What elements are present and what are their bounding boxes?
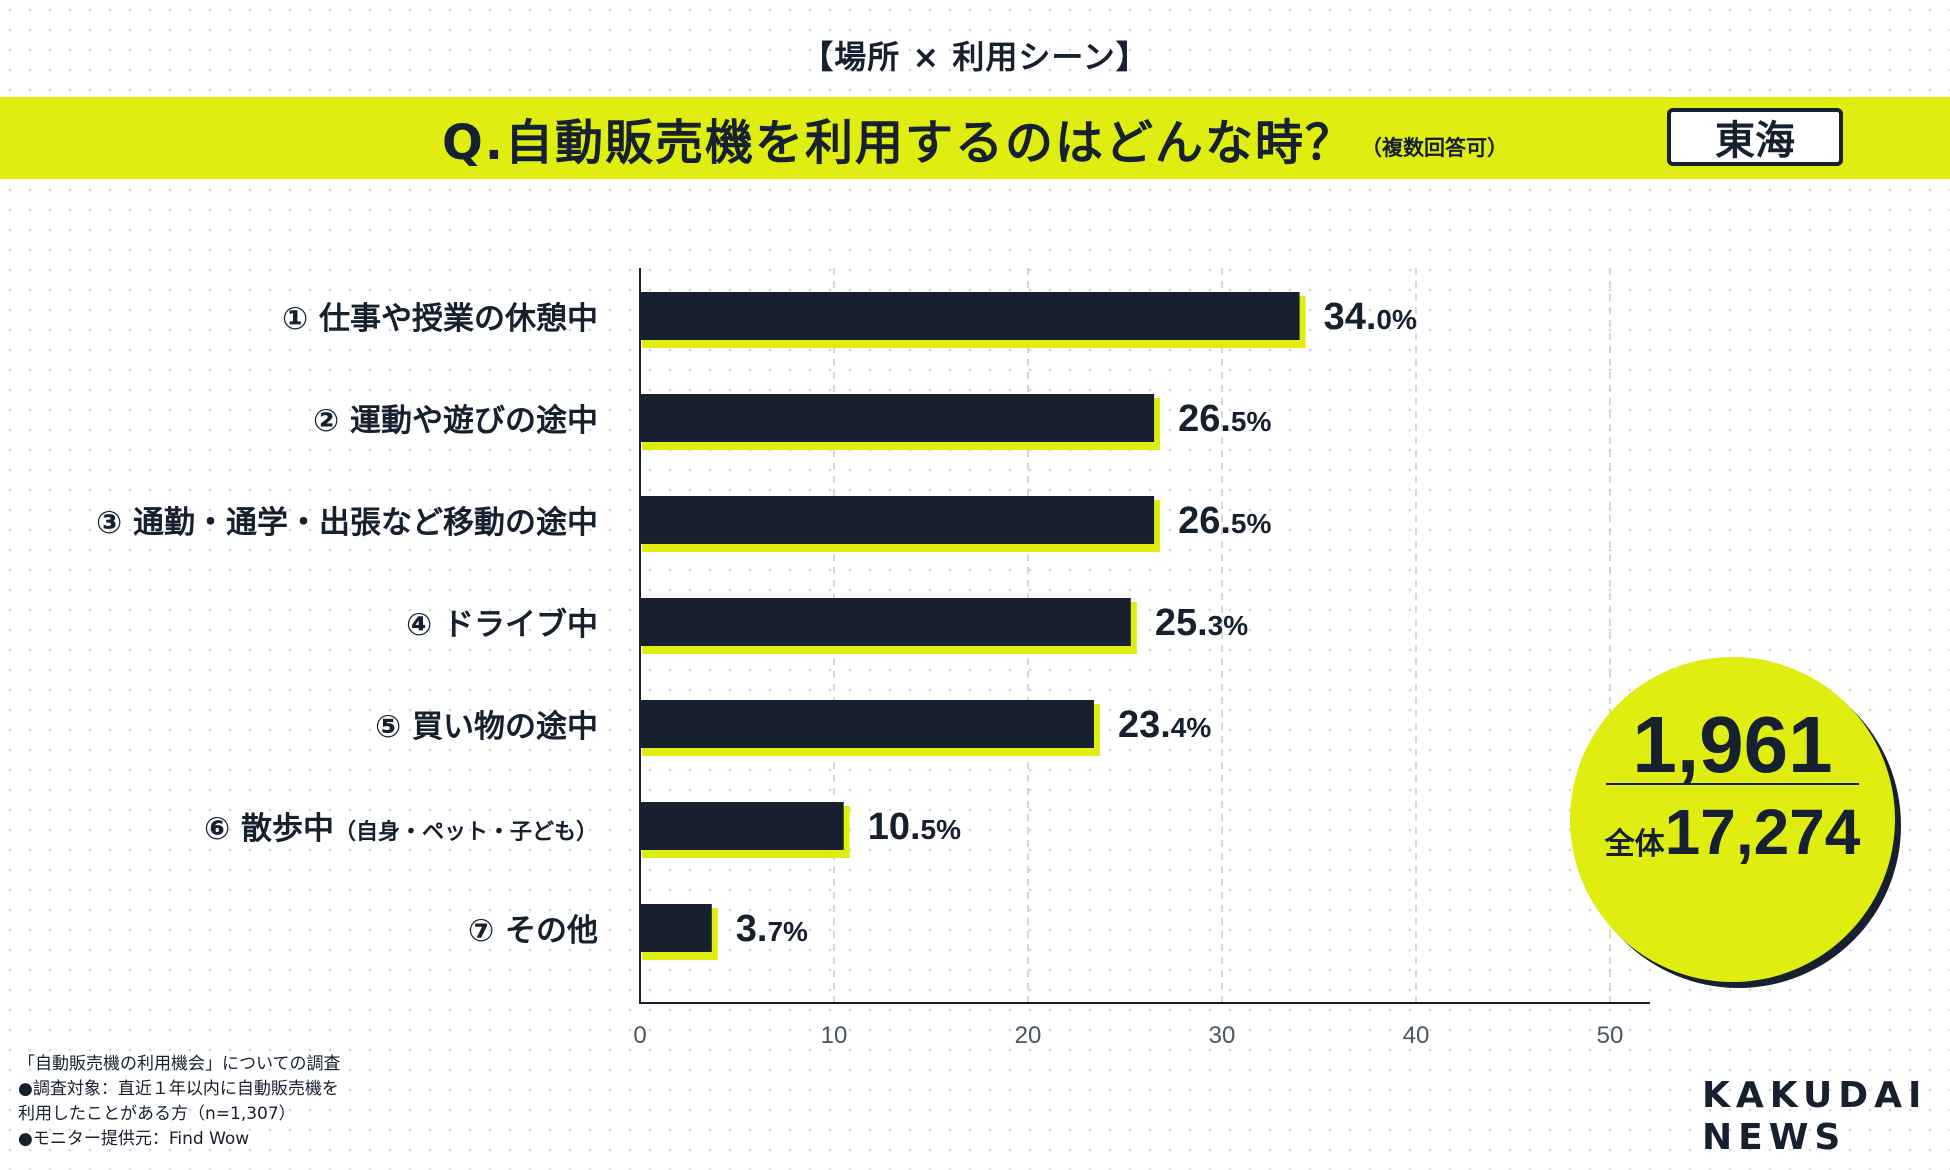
- badge-divider: [1606, 783, 1859, 785]
- x-tick-label: 0: [633, 1022, 646, 1049]
- category-label: ② 運動や遊びの途中: [313, 403, 598, 439]
- region-badge: 東海: [1667, 108, 1843, 166]
- question-title: Q.自動販売機を利用するのはどんな時？ （複数回答可）: [0, 97, 1950, 179]
- question-text: Q.自動販売機を利用するのはどんな時？: [441, 115, 1356, 171]
- value-label: 3.7%: [736, 908, 808, 950]
- footnote-line: ●モニター提供元：Find Wow: [18, 1129, 250, 1149]
- total-label: 全体: [1604, 827, 1665, 862]
- value-label: 23.4%: [1118, 704, 1211, 746]
- category-label: ① 仕事や授業の休憩中: [282, 301, 598, 337]
- x-tick-label: 10: [821, 1022, 848, 1049]
- x-tick-label: 50: [1597, 1022, 1624, 1049]
- x-tick-label: 30: [1209, 1022, 1236, 1049]
- footnote-line: 「自動販売機の利用機会」についての調査: [18, 1054, 341, 1074]
- total-value: 17,274: [1664, 796, 1861, 868]
- footnote-line: 利用したことがある方（n=1,307）: [18, 1104, 296, 1124]
- category-label: ④ ドライブ中: [406, 607, 598, 643]
- value-label: 34.0%: [1324, 296, 1417, 338]
- question-band: Q.自動販売機を利用するのはどんな時？ （複数回答可） 東海: [0, 97, 1950, 179]
- bar: [640, 496, 1155, 544]
- category-label: ⑤ 買い物の途中: [375, 709, 598, 745]
- category-label: ③ 通勤・通学・出張など移動の途中: [96, 505, 598, 541]
- question-note: （複数回答可）: [1361, 136, 1509, 160]
- bar: [640, 292, 1300, 340]
- footnote-line: ●調査対象：直近１年以内に自動販売機を: [18, 1079, 339, 1099]
- value-label: 10.5%: [868, 806, 961, 848]
- total-count: 全体17,274: [1570, 795, 1895, 869]
- value-label: 25.3%: [1155, 602, 1248, 644]
- bar: [640, 802, 844, 850]
- bar: [640, 700, 1094, 748]
- logo-line-1: KAKUDAI: [1702, 1075, 1928, 1116]
- bar: [640, 904, 712, 952]
- bar: [640, 598, 1131, 646]
- logo-line-2: NEWS: [1702, 1117, 1847, 1158]
- value-label: 26.5%: [1178, 500, 1271, 542]
- x-tick-label: 20: [1015, 1022, 1042, 1049]
- region-count: 1,961: [1632, 700, 1833, 789]
- category-label: ⑦ その他: [468, 913, 598, 949]
- x-tick-label: 40: [1403, 1022, 1430, 1049]
- value-label: 26.5%: [1178, 398, 1271, 440]
- chart-eyebrow: 【場所 × 利用シーン】: [801, 38, 1149, 76]
- bar: [640, 394, 1155, 442]
- category-label: ⑥ 散歩中（自身・ペット・子ども）: [204, 811, 598, 847]
- respondent-count-badge: 1,961 全体17,274: [1570, 657, 1895, 982]
- kakudai-news-logo: KAKUDAI NEWS: [1702, 1075, 1927, 1159]
- footnotes: 「自動販売機の利用機会」についての調査 ●調査対象：直近１年以内に自動販売機を …: [18, 1052, 341, 1152]
